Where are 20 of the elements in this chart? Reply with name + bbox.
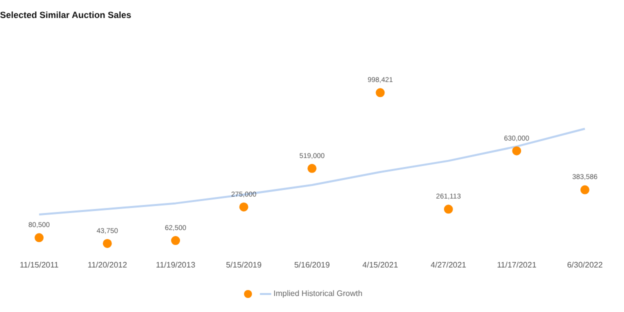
point: [171, 236, 180, 246]
x-tick-label: 4/15/2021: [362, 260, 399, 270]
point: [308, 164, 316, 173]
chart-title: Selected Similar Auction Sales: [0, 10, 132, 20]
x-tick-label: 11/19/2013: [156, 260, 196, 270]
x-tick-label: 6/30/2022: [567, 260, 604, 270]
point: [102, 238, 112, 248]
point: [239, 202, 248, 212]
x-tick-label: 5/15/2019: [226, 260, 262, 270]
point: [376, 88, 385, 98]
x-tick-label: 4/27/2021: [430, 260, 467, 270]
x-tick-label: 11/20/2012: [88, 260, 128, 270]
x-tick-label: 11/15/2011: [20, 260, 60, 270]
legend-label: Implied Historical Growth: [274, 289, 362, 298]
point: [512, 146, 522, 156]
x-tick-label: 5/16/2019: [294, 260, 330, 270]
point: [580, 185, 590, 194]
x-tick-label: 11/17/2021: [496, 260, 537, 270]
point: [34, 233, 44, 242]
point: [444, 204, 453, 214]
